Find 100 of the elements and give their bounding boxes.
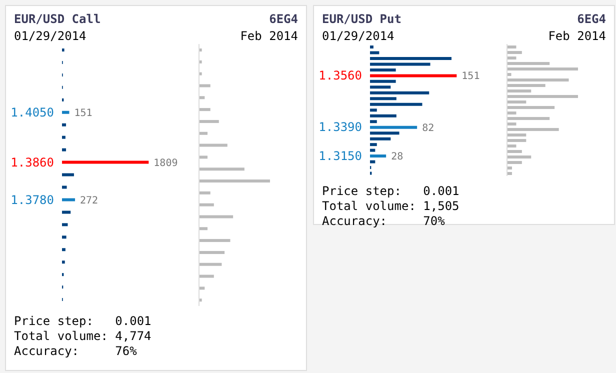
text: Feb 2014 (547, 29, 606, 43)
bar (507, 56, 516, 60)
chart-title: EUR/USD Call (14, 12, 101, 26)
bar (507, 51, 522, 54)
text: 6EG4 (268, 12, 298, 26)
bar (62, 110, 70, 114)
bar (62, 136, 66, 139)
bar (507, 90, 532, 92)
bar (507, 46, 516, 48)
bar (507, 62, 550, 65)
bar (199, 168, 244, 171)
bar (62, 198, 76, 202)
bar (507, 122, 516, 126)
bar (370, 46, 374, 48)
text: Feb 2014 (239, 29, 298, 43)
y-tick-label: 1.3390 (318, 120, 362, 134)
data-label: 151 (462, 71, 480, 82)
bar (507, 100, 526, 104)
data-label: 82 (422, 122, 434, 134)
y-tick-label: 1.3560 (318, 68, 362, 83)
bar (507, 139, 526, 142)
bar (370, 143, 377, 146)
bar (370, 86, 391, 89)
bar (507, 144, 516, 148)
bar (370, 91, 430, 94)
text: Accuracy: 70% (322, 214, 445, 228)
bar (199, 120, 219, 123)
y-tick-label: 1.3150 (318, 148, 362, 163)
bar (507, 134, 526, 136)
data-label: 1809 (154, 158, 178, 169)
bar (370, 97, 396, 100)
bar (507, 112, 516, 114)
bar (507, 106, 555, 109)
bar (507, 117, 550, 120)
data-label: 28 (391, 152, 404, 163)
bar (370, 148, 376, 152)
bar (370, 68, 396, 72)
text: Total volume: 1,505 (322, 199, 460, 213)
bar (370, 137, 391, 140)
bar (370, 102, 422, 106)
bar (370, 62, 430, 66)
bar (507, 128, 559, 131)
y-tick-label: 1.3860 (10, 156, 54, 170)
bar (62, 123, 66, 126)
bar (62, 186, 67, 189)
bar (199, 239, 230, 242)
bar (507, 78, 569, 82)
bar (507, 156, 532, 158)
bar (62, 210, 71, 214)
bar (199, 274, 214, 278)
bar (199, 215, 234, 218)
bar (199, 156, 208, 159)
bar (199, 144, 228, 147)
bar (199, 262, 222, 266)
text: Accuracy: 76% (14, 344, 137, 358)
bar (370, 126, 418, 129)
bar (199, 84, 210, 88)
chart-subtitle: 01/29/2014 (322, 29, 394, 43)
bar (370, 120, 377, 124)
bar (62, 148, 66, 152)
bar (370, 160, 376, 164)
text: Total volume: 4,774 (14, 329, 152, 343)
bar (199, 203, 214, 206)
bar (62, 173, 74, 176)
bar (507, 95, 578, 98)
text: 6EG4 (576, 12, 606, 26)
y-tick-label: 1.3780 (10, 192, 54, 207)
bar (62, 160, 149, 164)
bar (370, 154, 386, 158)
bar (370, 51, 380, 54)
bar (370, 80, 396, 83)
chart-title: EUR/USD Put (322, 12, 402, 26)
bar (507, 68, 578, 70)
bar (370, 114, 396, 118)
y-tick-label: 1.4050 (10, 106, 54, 120)
bar (62, 248, 66, 252)
chart-subtitle: 01/29/2014 (14, 29, 86, 43)
bar (370, 132, 400, 135)
bar (62, 260, 65, 264)
bar (62, 236, 66, 239)
bar (370, 108, 377, 112)
bar (507, 84, 546, 87)
bar (199, 227, 208, 230)
bar (507, 172, 512, 175)
bar (199, 250, 225, 254)
bar (199, 132, 208, 135)
bar (199, 191, 210, 194)
data-label: 272 (80, 195, 98, 206)
text: Price step: 0.001 (322, 184, 460, 198)
bar (507, 161, 522, 164)
bar (62, 223, 68, 226)
bar (507, 166, 512, 170)
bar (199, 108, 210, 112)
bar (370, 74, 457, 78)
text: Price step: 0.001 (14, 314, 152, 328)
bar (507, 150, 522, 153)
data-label: 151 (74, 108, 92, 119)
bar (370, 56, 452, 60)
bar (507, 73, 512, 76)
bar (199, 180, 270, 182)
